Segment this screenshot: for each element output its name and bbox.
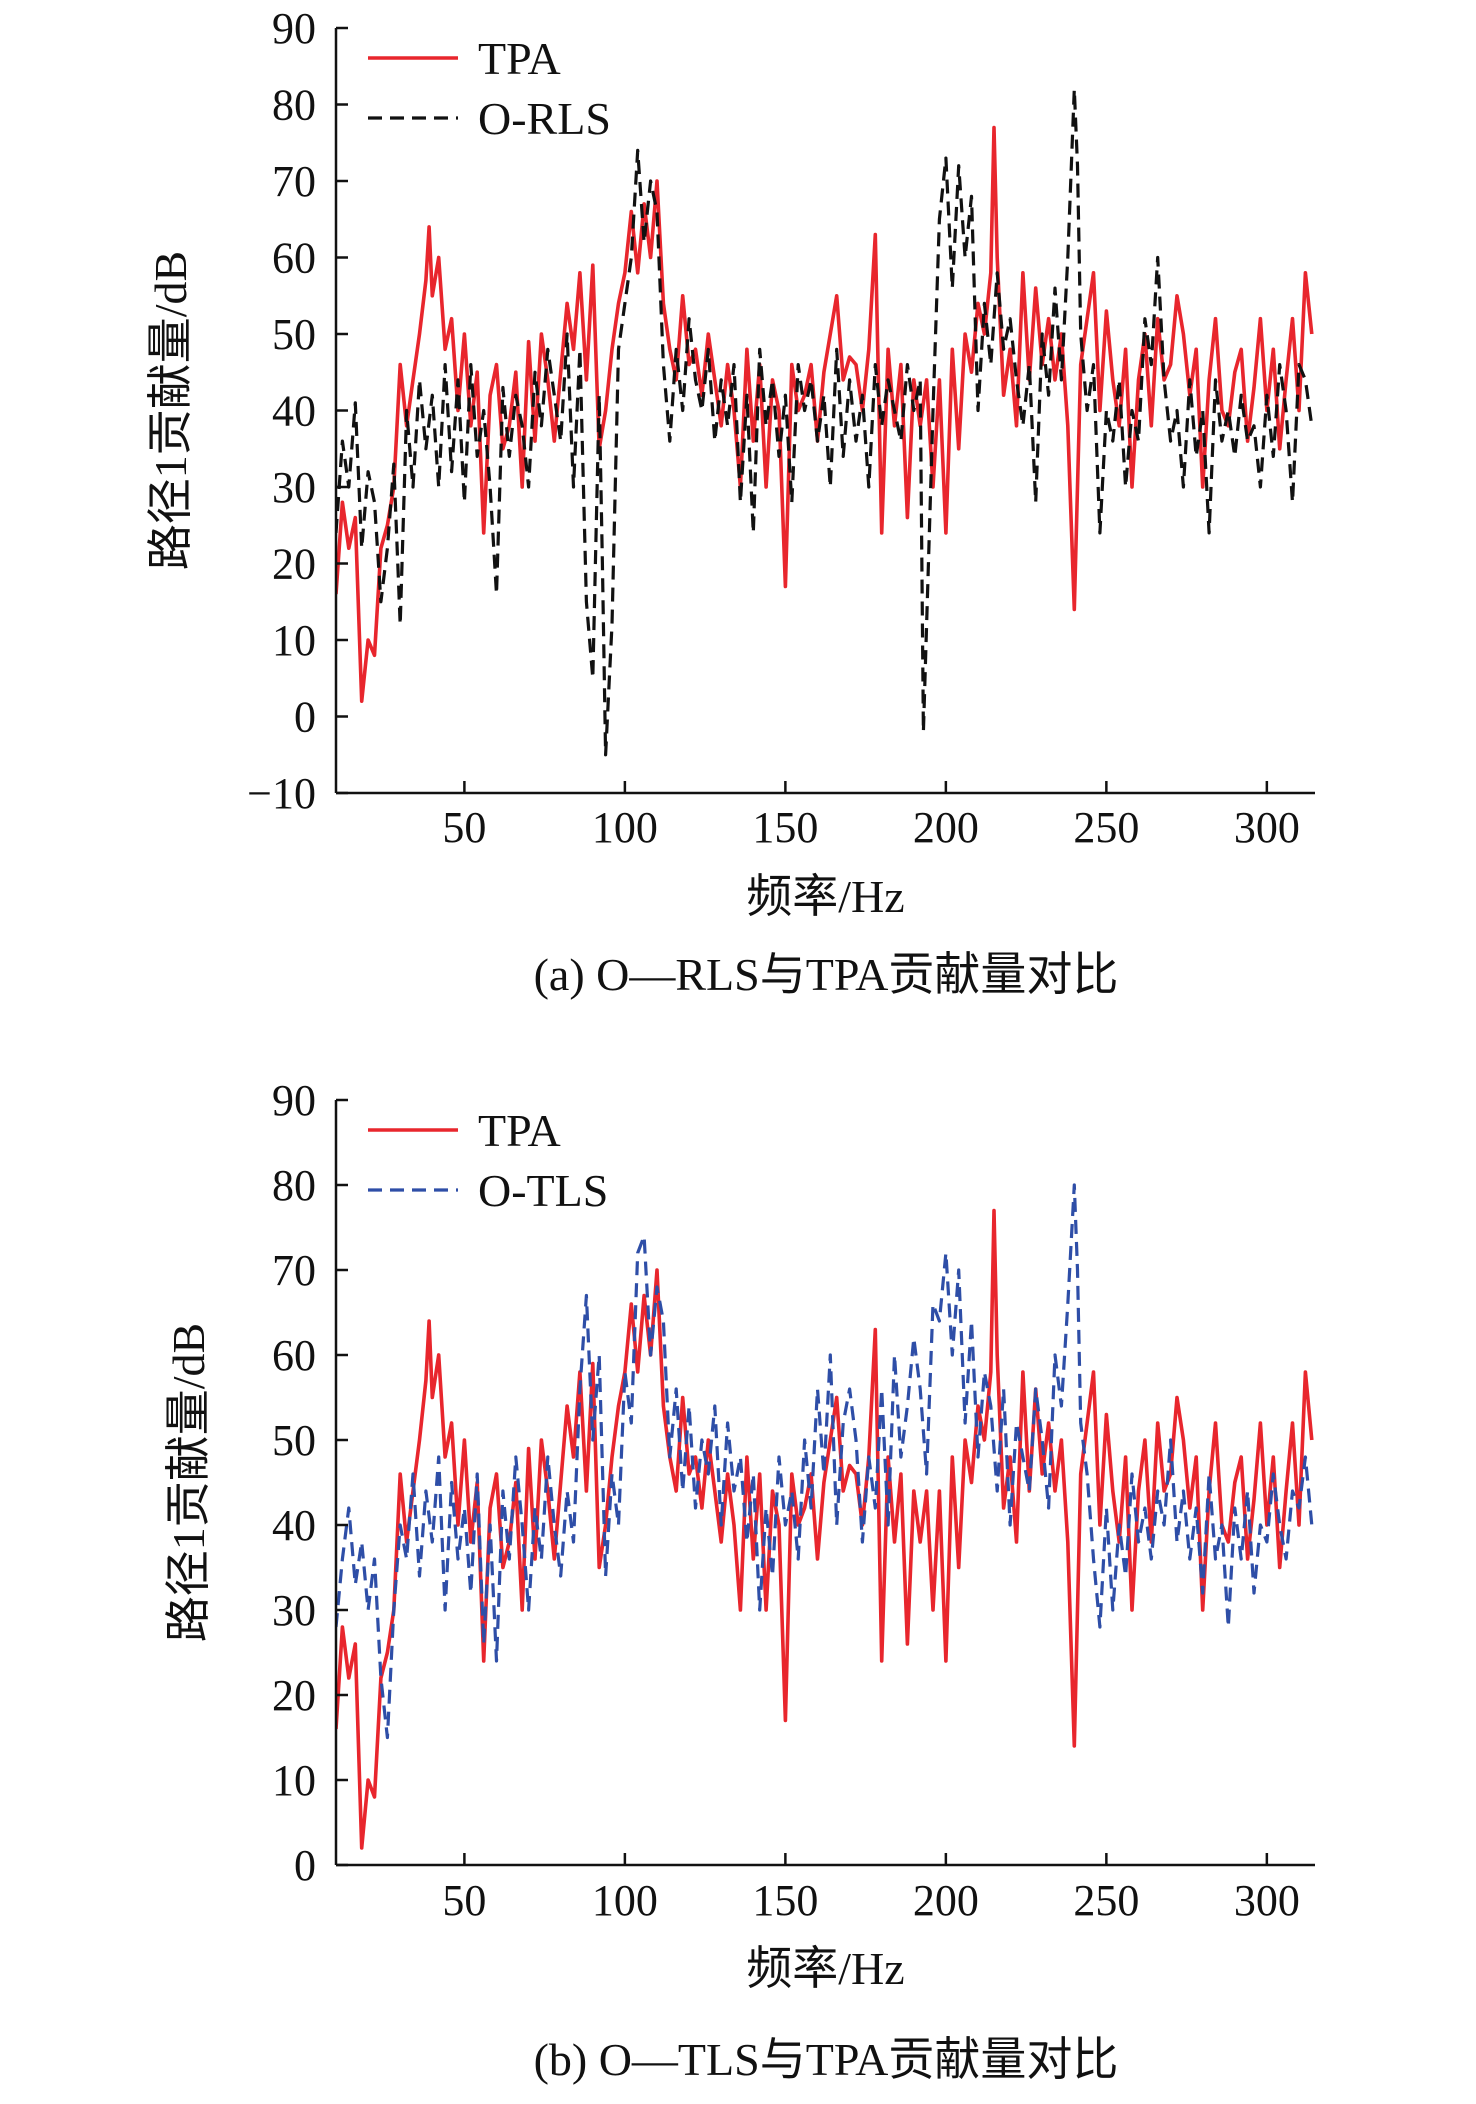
y-tick-label: 0 [294, 1841, 316, 1890]
y-axis-label: 路径1贡献量/dB [145, 251, 196, 570]
y-tick-label: 90 [272, 4, 316, 53]
y-tick-label: 70 [272, 157, 316, 206]
x-axis-label: 频率/Hz [746, 1943, 904, 1994]
legend-label-o-rls: O-RLS [478, 93, 611, 144]
y-tick-label: 30 [272, 463, 316, 512]
panel-b: 0 10 20 30 40 50 60 70 80 90 50 100 150 200 250 300 频率/H… [163, 1076, 1315, 2085]
y-tick-label: 30 [272, 1586, 316, 1635]
y-tick-label: 40 [272, 387, 316, 436]
x-tick-label: 250 [1073, 1876, 1139, 1925]
y-tick-label: 70 [272, 1246, 316, 1295]
x-tick-label: 250 [1073, 803, 1139, 852]
y-tick-label: 50 [272, 310, 316, 359]
legend: TPA O-TLS [368, 1105, 608, 1216]
x-tick-label: 200 [913, 1876, 979, 1925]
x-tick-label: 150 [752, 803, 818, 852]
series-line-tpa [336, 1208, 1314, 1850]
series-line-o-tls [336, 1183, 1314, 1740]
series-line-o-rls [336, 87, 1314, 757]
legend-label-tpa: TPA [478, 1105, 561, 1156]
y-tick-label: 20 [272, 1671, 316, 1720]
y-tick-label: 50 [272, 1416, 316, 1465]
x-tick-label: 100 [592, 1876, 658, 1925]
x-tick-label: 300 [1234, 803, 1300, 852]
y-tick-label: 80 [272, 1161, 316, 1210]
x-tick-label: 150 [752, 1876, 818, 1925]
panel-caption: (a) O—RLS与TPA贡献量对比 [534, 949, 1119, 1000]
y-tick-label: 80 [272, 81, 316, 130]
y-tick-label: 60 [272, 234, 316, 283]
x-axis-label: 频率/Hz [746, 871, 904, 922]
y-tick-label: 90 [272, 1076, 316, 1125]
y-tick-label: 40 [272, 1501, 316, 1550]
legend-label-o-tls: O-TLS [478, 1165, 608, 1216]
y-tick-label: 10 [272, 616, 316, 665]
y-tick-label: 10 [272, 1756, 316, 1805]
y-tick-label: −10 [247, 769, 316, 818]
x-tick-label: 50 [442, 803, 486, 852]
panel-caption: (b) O—TLS与TPA贡献量对比 [534, 2034, 1119, 2085]
x-tick-label: 300 [1234, 1876, 1300, 1925]
legend-label-tpa: TPA [478, 33, 561, 84]
legend: TPA O-RLS [368, 33, 611, 144]
x-tick-label: 100 [592, 803, 658, 852]
y-tick-label: 0 [294, 693, 316, 742]
panel-a: −10 0 10 20 30 40 50 60 70 80 90 50 100 150 200 250 300 频… [145, 4, 1315, 1000]
y-axis-label: 路径1贡献量/dB [163, 1323, 214, 1642]
y-tick-label: 60 [272, 1331, 316, 1380]
x-tick-label: 200 [913, 803, 979, 852]
series-line-tpa [336, 125, 1314, 703]
x-tick-label: 50 [442, 1876, 486, 1925]
y-tick-label: 20 [272, 540, 316, 589]
